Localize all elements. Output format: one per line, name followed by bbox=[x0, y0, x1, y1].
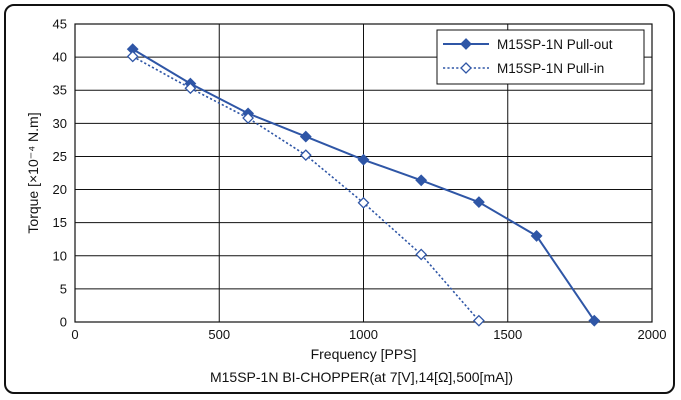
y-tick-label: 35 bbox=[53, 83, 67, 98]
series-line bbox=[132, 55, 480, 322]
y-tick-label: 15 bbox=[53, 215, 67, 230]
x-tick-label: 500 bbox=[208, 327, 230, 342]
data-point-marker bbox=[242, 112, 255, 124]
x-tick-label: 1000 bbox=[349, 327, 378, 342]
data-point-marker bbox=[357, 196, 370, 209]
data-point-marker bbox=[299, 130, 312, 143]
chart-caption: M15SP-1N BI-CHOPPER(at 7[V],14[Ω],500[mA… bbox=[210, 369, 513, 385]
series-group bbox=[126, 43, 601, 327]
legend-item: M15SP-1N Pull-out bbox=[443, 37, 613, 52]
data-point-marker bbox=[357, 153, 370, 166]
y-tick-label: 10 bbox=[53, 248, 67, 263]
data-point-marker bbox=[126, 50, 139, 63]
data-point-marker bbox=[299, 149, 312, 162]
data-point-marker bbox=[472, 196, 485, 209]
y-tick-label: 0 bbox=[60, 315, 67, 330]
legend-marker bbox=[460, 38, 472, 50]
series-2 bbox=[126, 50, 485, 327]
x-axis-label: Frequency [PPS] bbox=[311, 346, 417, 362]
legend-label: M15SP-1N Pull-in bbox=[497, 61, 604, 76]
legend-box bbox=[436, 29, 645, 85]
data-point-marker bbox=[472, 314, 485, 327]
legend-item: M15SP-1N Pull-in bbox=[443, 61, 604, 76]
x-tick-label: 2000 bbox=[638, 327, 667, 342]
y-tick-label: 25 bbox=[53, 149, 67, 164]
y-axis-label: Torque [×10⁻⁴ N.m] bbox=[25, 112, 41, 233]
y-tick-label: 45 bbox=[53, 17, 67, 32]
data-point-marker bbox=[415, 174, 428, 187]
y-axis-ticks: 0 5 10 15 20 25 30 35 40 45 bbox=[53, 17, 67, 330]
plot-area bbox=[74, 23, 653, 323]
x-tick-label: 1500 bbox=[493, 327, 522, 342]
y-tick-label: 5 bbox=[60, 281, 67, 296]
x-axis-ticks: 0 500 1000 1500 2000 bbox=[71, 327, 666, 342]
data-point-marker bbox=[588, 314, 601, 327]
y-tick-label: 40 bbox=[53, 50, 67, 65]
data-point-marker bbox=[415, 248, 428, 261]
x-tick-label: 0 bbox=[71, 327, 78, 342]
data-point-marker bbox=[530, 229, 543, 242]
legend: M15SP-1N Pull-out M15SP-1N Pull-in bbox=[436, 29, 645, 85]
y-tick-label: 20 bbox=[53, 182, 67, 197]
data-point-marker bbox=[184, 82, 197, 95]
legend-label: M15SP-1N Pull-out bbox=[497, 37, 613, 52]
legend-marker bbox=[460, 62, 472, 74]
y-tick-label: 30 bbox=[53, 116, 67, 131]
